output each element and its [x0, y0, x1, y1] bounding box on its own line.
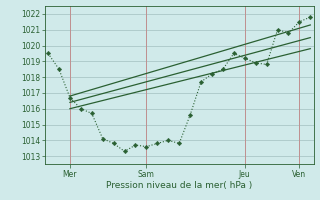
- X-axis label: Pression niveau de la mer( hPa ): Pression niveau de la mer( hPa ): [106, 181, 252, 190]
